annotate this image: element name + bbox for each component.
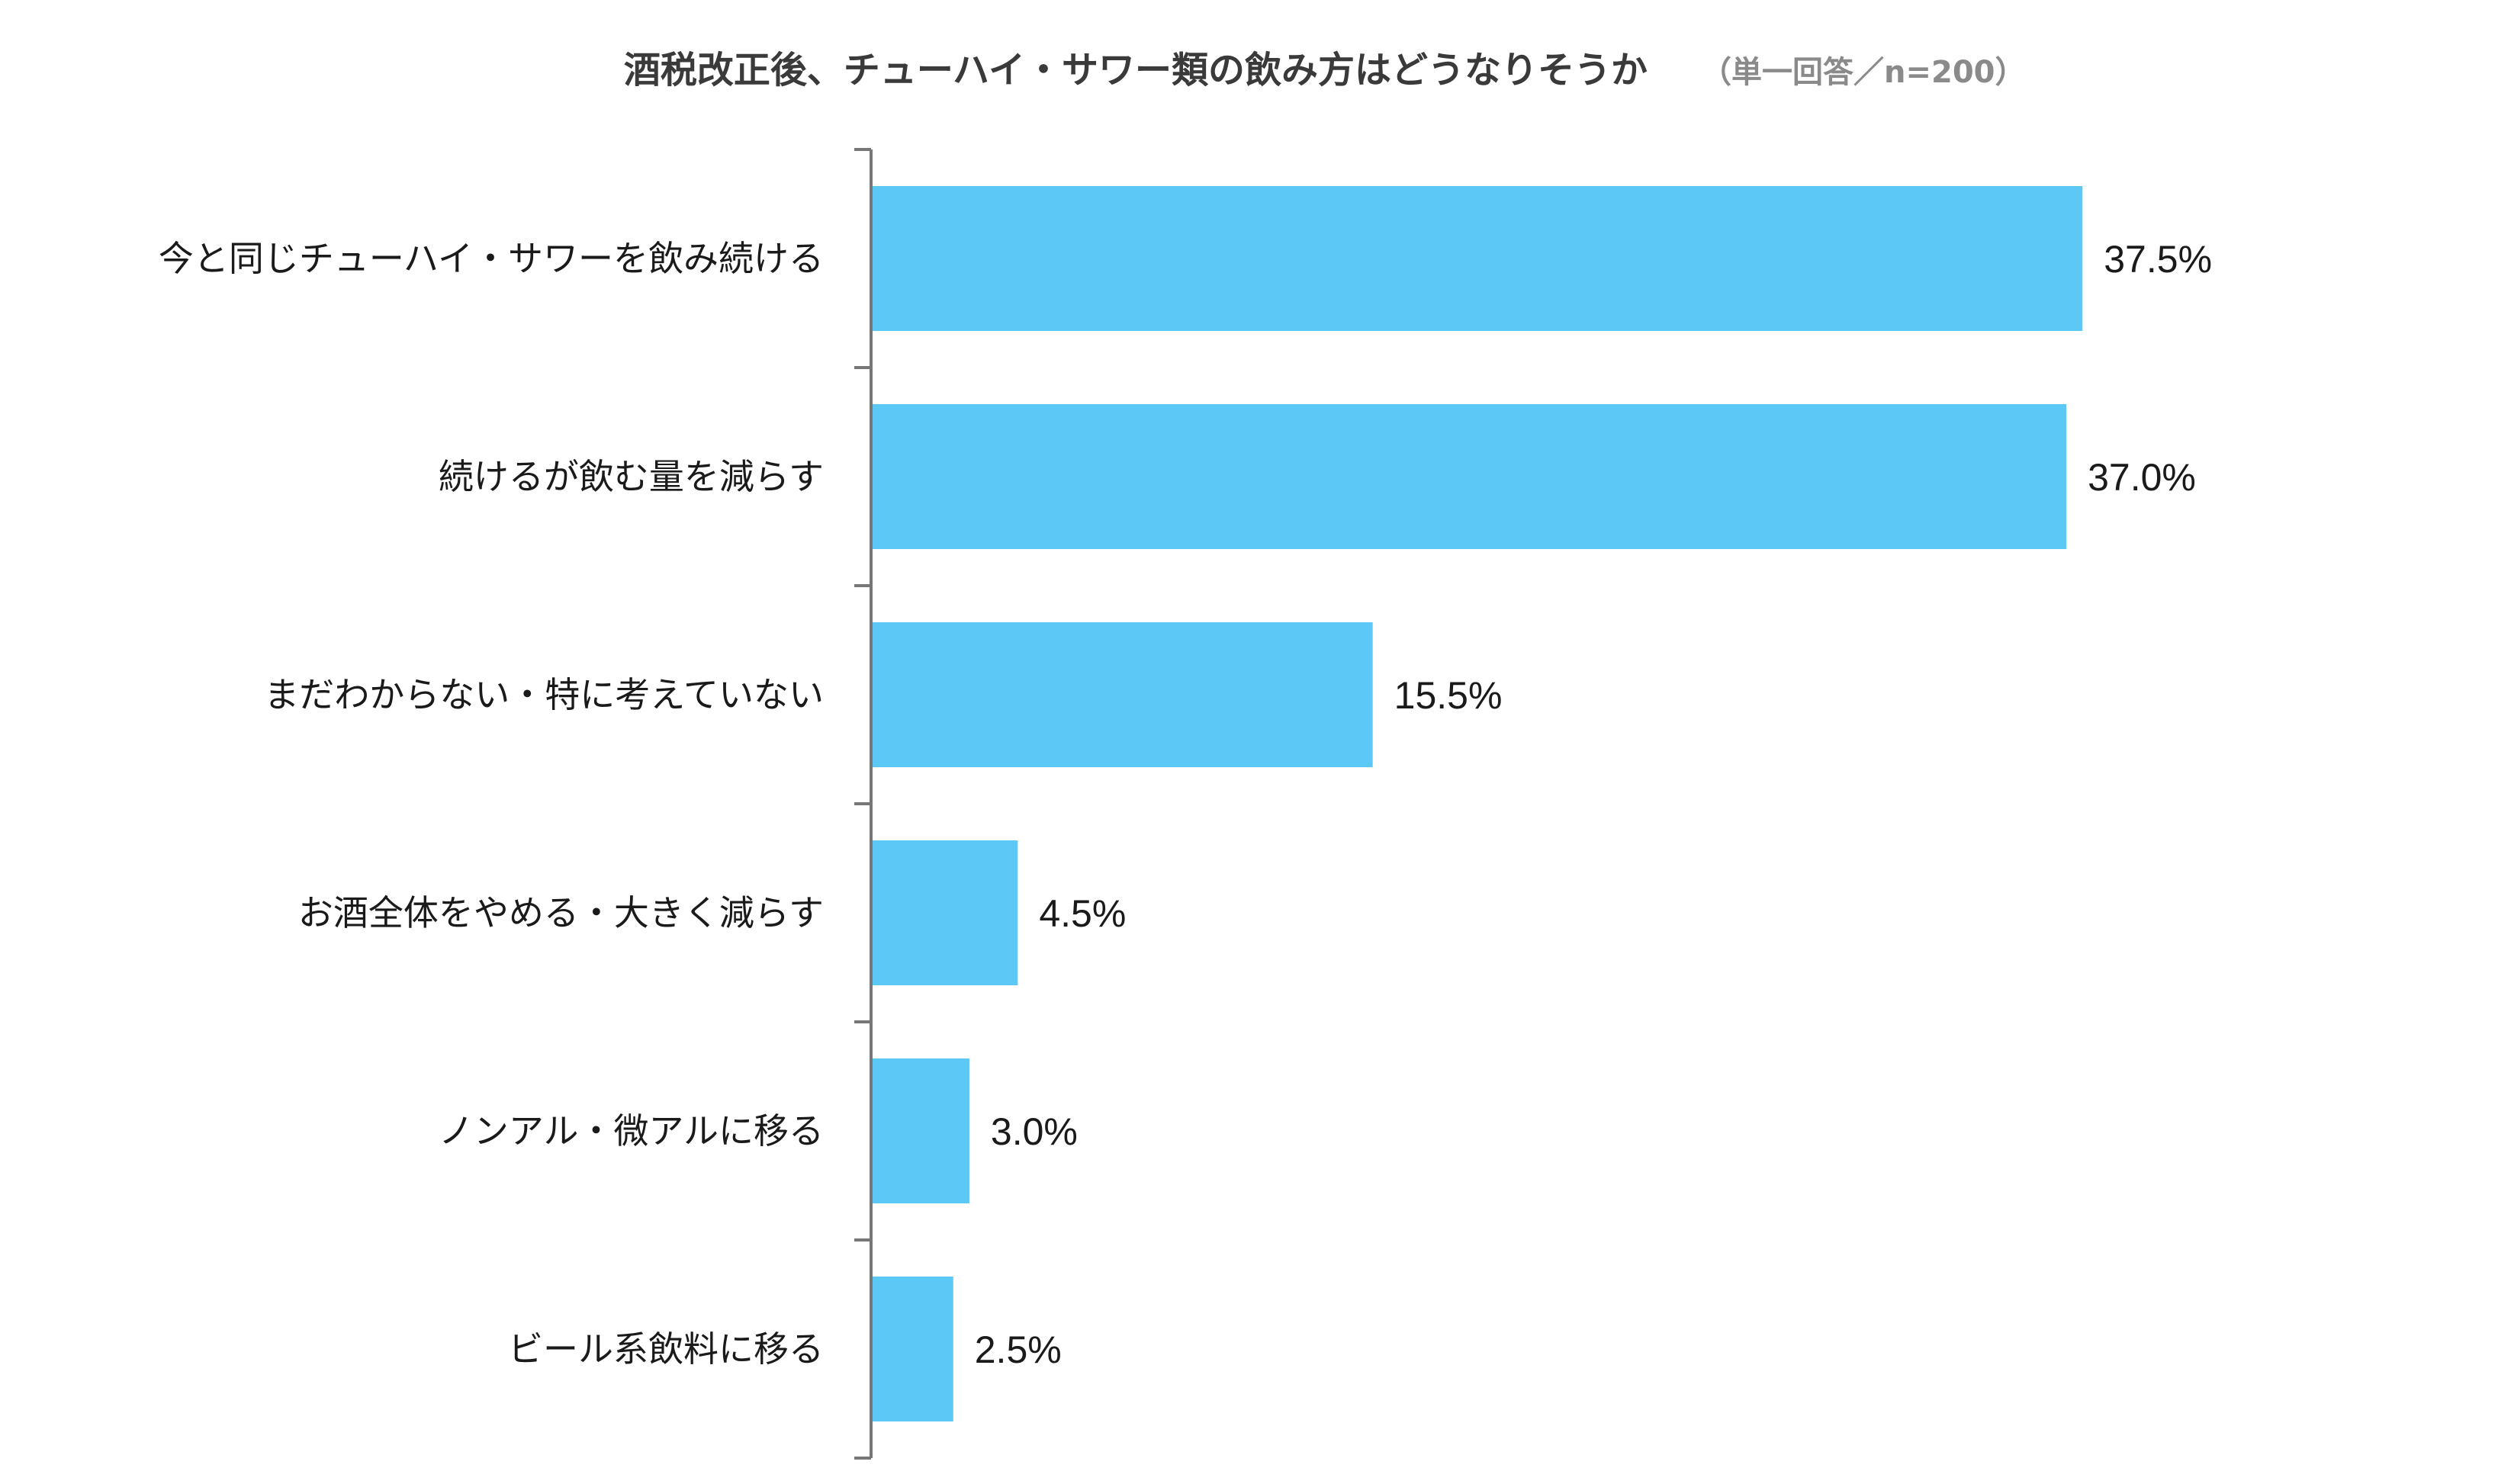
bars: [873, 186, 2083, 1421]
value-label: 37.5%: [2104, 238, 2212, 281]
category-axis: [854, 148, 873, 1460]
category-label: お酒全体をやめる・大きく減らす: [298, 892, 824, 933]
category-label: 続けるが飲む量を減らす: [439, 456, 824, 497]
bar: [873, 1058, 969, 1203]
value-label: 15.5%: [1394, 674, 1503, 717]
labels: 今と同じチューハイ・サワーを飲み続ける 37.5% 続けるが飲む量を減らす 37.0%…: [159, 238, 2212, 1371]
category-label: 今と同じチューハイ・サワーを飲み続ける: [159, 238, 824, 279]
bar: [873, 404, 2067, 549]
category-label: まだわからない・特に考えていない: [264, 674, 824, 715]
bar: [873, 186, 2083, 331]
bar: [873, 1277, 953, 1421]
value-label: 4.5%: [1039, 892, 1126, 935]
value-label: 37.0%: [2088, 456, 2196, 499]
category-label: ビール系飲料に移る: [508, 1328, 824, 1370]
value-label: 3.0%: [991, 1110, 1078, 1153]
bar: [873, 840, 1018, 985]
chart-title: 酒税改正後、チューハイ・サワー類の飲み方はどうなりそうか: [624, 49, 1648, 92]
category-label: ノンアル・微アルに移る: [439, 1110, 824, 1152]
bar: [873, 622, 1373, 767]
value-label: 2.5%: [975, 1328, 1062, 1371]
chart-subtitle: （単一回答／n=200）: [1701, 55, 2026, 90]
